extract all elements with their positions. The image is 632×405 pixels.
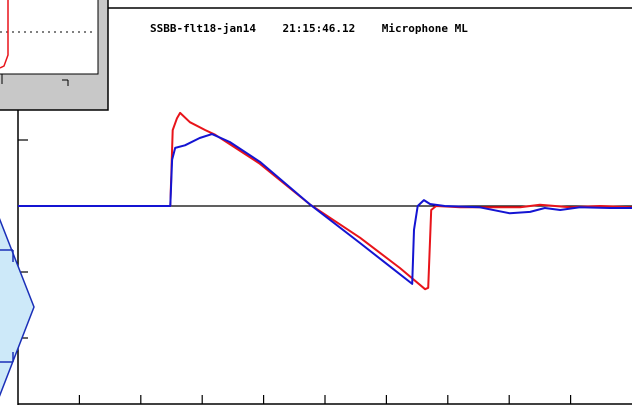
series-line — [18, 111, 632, 291]
inset-window — [0, 0, 109, 111]
plot-area — [18, 73, 632, 404]
inset-trace — [0, 0, 9, 69]
series-line — [18, 133, 632, 285]
chart-title: SSBB-flt18-jan14 21:15:46.12 Microphone … — [150, 22, 468, 35]
nav-arrow — [0, 218, 35, 397]
arrow-head — [0, 218, 35, 397]
inset-plot — [0, 0, 99, 75]
